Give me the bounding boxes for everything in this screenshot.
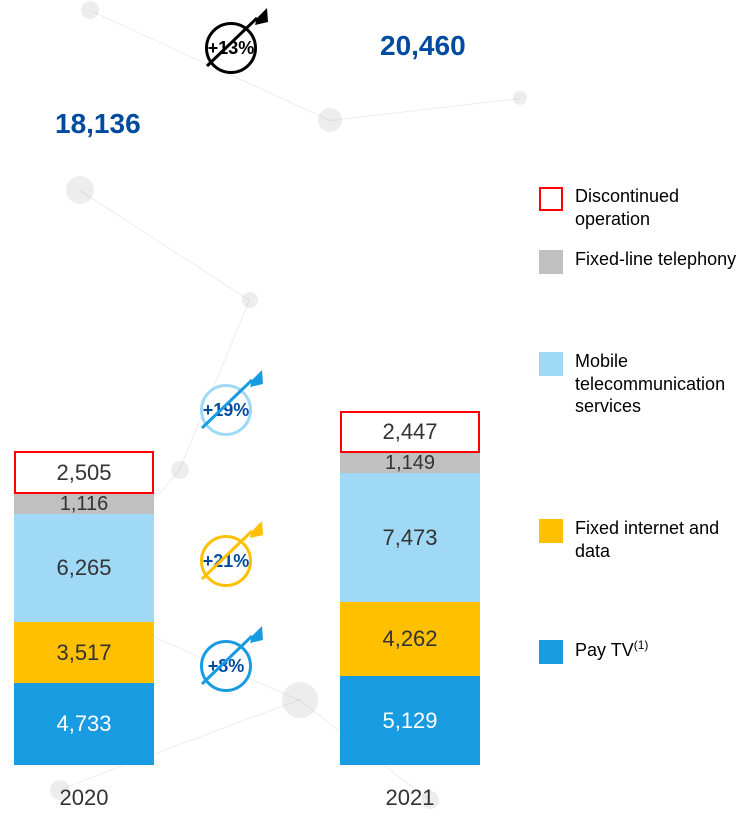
total-2021-label: 20,460 (380, 30, 466, 62)
total-2020-label: 18,136 (55, 108, 141, 140)
arrow-up-right-icon (190, 366, 270, 446)
growth-badge-fixed_data: +21% (200, 535, 260, 595)
segment-discontinued: 2,447 (340, 411, 480, 453)
legend-item-discontinued: Discontinued operation (539, 185, 754, 230)
segment-fixed_data: 3,517 (14, 622, 154, 683)
legend-swatch (539, 250, 563, 274)
year-label-2021: 2021 (340, 785, 480, 811)
legend-swatch (539, 640, 563, 664)
legend-swatch (539, 187, 563, 211)
segment-discontinued: 2,505 (14, 451, 154, 494)
legend-label: Discontinued operation (575, 185, 754, 230)
overall-growth-badge: +13% (205, 22, 265, 82)
legend-label: Pay TV(1) (575, 638, 648, 662)
segment-fixed_line: 1,116 (14, 494, 154, 514)
segment-mobile: 7,473 (340, 473, 480, 602)
segment-paytv: 5,129 (340, 676, 480, 765)
legend-label: Fixed internet and data (575, 517, 754, 562)
legend-item-mobile: Mobile telecommunication services (539, 350, 754, 418)
stacked-bar-chart: 18,136 20,460 +13% 2,5051,1166,2653,5174… (0, 0, 754, 827)
legend-item-fixed_line: Fixed-line telephony (539, 248, 754, 274)
bar-2021: 2,4471,1497,4734,2625,129 (340, 411, 480, 765)
arrow-up-right-icon (190, 517, 270, 597)
legend-swatch (539, 519, 563, 543)
segment-fixed_data: 4,262 (340, 602, 480, 676)
segment-paytv: 4,733 (14, 683, 154, 765)
legend-label: Mobile telecommunication services (575, 350, 754, 418)
legend-label: Fixed-line telephony (575, 248, 736, 271)
year-label-2020: 2020 (14, 785, 154, 811)
arrow-up-right-icon (190, 622, 270, 702)
legend-item-fixed_data: Fixed internet and data (539, 517, 754, 562)
growth-badge-mobile: +19% (200, 384, 260, 444)
segment-mobile: 6,265 (14, 514, 154, 622)
legend-item-paytv: Pay TV(1) (539, 638, 754, 664)
growth-badge-paytv: +8% (200, 640, 260, 700)
legend-swatch (539, 352, 563, 376)
segment-fixed_line: 1,149 (340, 453, 480, 473)
bar-2020: 2,5051,1166,2653,5174,733 (14, 451, 154, 765)
arrow-up-right-icon (195, 4, 275, 84)
